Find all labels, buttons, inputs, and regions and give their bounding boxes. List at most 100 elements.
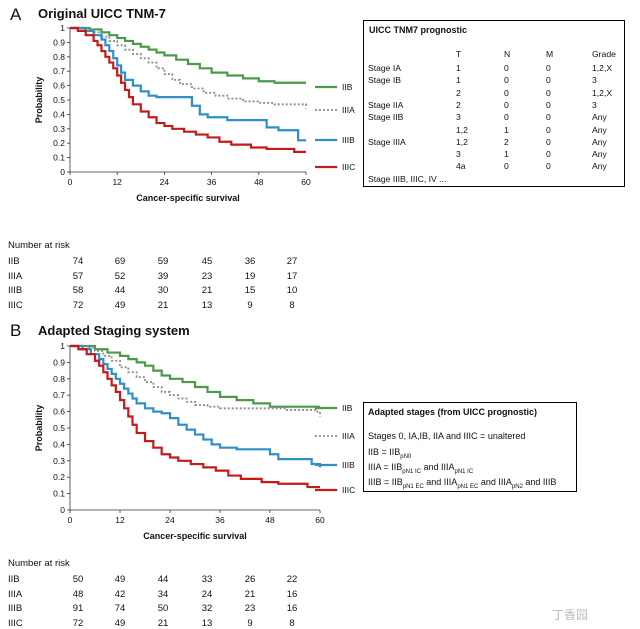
y-tick-label-b: 0.4 bbox=[53, 439, 65, 449]
adapted-line-iib-sub: pN0 bbox=[400, 453, 412, 460]
y-tick-label-a: 0.3 bbox=[53, 124, 65, 134]
risk-cell: 10 bbox=[286, 285, 298, 296]
x-tick-label-b: 12 bbox=[115, 515, 125, 525]
tnm-t: 4a bbox=[456, 161, 466, 172]
y-tick-label-a: 0.6 bbox=[53, 81, 65, 91]
risk-cell: 74 bbox=[72, 256, 84, 267]
km-curve-iiic-a bbox=[70, 26, 306, 153]
risk-row-label: IIIB bbox=[8, 603, 23, 614]
tnm-header: N bbox=[504, 49, 511, 59]
km-curve-iib-b bbox=[70, 344, 320, 408]
tnm-n: 0 bbox=[504, 99, 509, 110]
tnm-grade: 3 bbox=[592, 99, 597, 110]
risk-cell: 8 bbox=[289, 617, 295, 629]
y-tick-label-b: 0.1 bbox=[53, 489, 65, 499]
risk-cell: 52 bbox=[114, 270, 126, 282]
risk-cell: 57 bbox=[72, 270, 84, 282]
risk-cell: 9 bbox=[247, 617, 253, 629]
risk-row-label: IIB bbox=[8, 256, 20, 267]
risk-cell: 17 bbox=[286, 270, 298, 282]
tnm-n: 0 bbox=[504, 161, 509, 172]
y-tick-label-a: 0.2 bbox=[53, 138, 65, 148]
legend-label-iib-b: IIB bbox=[342, 403, 353, 413]
adapted-line-iiia-a-sub: pN1 IC bbox=[402, 468, 421, 475]
x-tick-label-b: 48 bbox=[265, 515, 275, 525]
risk-cell: 21 bbox=[201, 285, 213, 296]
x-tick-label-b: 36 bbox=[215, 515, 225, 525]
y-axis-title-a: Probability bbox=[34, 77, 44, 124]
x-tick-label-a: 0 bbox=[68, 177, 73, 187]
tnm-grade: Any bbox=[592, 161, 607, 172]
risk-cell: 44 bbox=[157, 574, 169, 585]
adapted-line-iiib: IIIB = IIBpN1 EC and IIIApN1 EC and IIIA… bbox=[368, 477, 556, 490]
tnm-n: 0 bbox=[504, 63, 509, 73]
tnm-header: Grade bbox=[592, 49, 616, 59]
risk-cell: 36 bbox=[244, 256, 256, 267]
y-tick-label-b: 0 bbox=[60, 505, 65, 515]
risk-cell: 21 bbox=[157, 299, 169, 311]
x-tick-label-b: 0 bbox=[68, 515, 73, 525]
tnm-t: 3 bbox=[456, 112, 461, 123]
adapted-line-iiia-b-sub: pN1 IC bbox=[454, 468, 474, 475]
risk-row-label: IIIA bbox=[8, 270, 23, 282]
risk-cell: 13 bbox=[201, 617, 213, 629]
y-axis-title-b: Probability bbox=[34, 405, 44, 452]
tnm-t: 1,2 bbox=[456, 136, 468, 147]
adapted-line-unaltered: Stages 0, IA,IB, IIA and IIIC = unaltere… bbox=[368, 431, 526, 441]
km-curve-iib-a bbox=[70, 26, 306, 84]
tnm-m: 0 bbox=[546, 136, 551, 147]
tnm-m: 0 bbox=[546, 124, 551, 135]
tnm-n: 0 bbox=[504, 75, 509, 86]
risk-cell: 69 bbox=[114, 256, 126, 267]
risk-cell: 48 bbox=[72, 588, 84, 600]
adapted-line-iiib-a: IIIB = IIB bbox=[368, 477, 403, 487]
tnm-m: 0 bbox=[546, 112, 551, 123]
adapted-box-title: Adapted stages (from UICC prognostic) bbox=[368, 407, 538, 417]
risk-row-label: IIIA bbox=[8, 588, 23, 600]
adapted-line-iib: IIB = IIBpN0 bbox=[368, 447, 411, 460]
tnm-stage: Stage IIA bbox=[368, 99, 404, 110]
legend-label-iib-a: IIB bbox=[342, 82, 353, 92]
risk-cell: 91 bbox=[72, 603, 84, 614]
risk-cell: 24 bbox=[201, 588, 213, 600]
y-tick-label-b: 1 bbox=[60, 341, 65, 351]
tnm-t: 2 bbox=[456, 87, 461, 98]
adapted-line-iiia-a: IIIA = IIB bbox=[368, 462, 403, 472]
risk-row-label: IIIC bbox=[8, 299, 23, 311]
tnm-m: 0 bbox=[546, 87, 551, 98]
risk-cell: 21 bbox=[244, 588, 256, 600]
y-tick-label-a: 1 bbox=[60, 23, 65, 33]
risk-cell: 22 bbox=[286, 574, 298, 585]
tnm-t: 1 bbox=[456, 75, 461, 86]
tnm-box-title: UICC TNM7 prognostic bbox=[369, 25, 467, 35]
tnm-header: M bbox=[546, 49, 554, 59]
risk-cell: 19 bbox=[244, 270, 256, 282]
adapted-line-iiib-c-sub: pN2 bbox=[511, 483, 523, 490]
km-chart-a: 0 0.1 0.2 0.3 0.4 0.5 0.6 0.7 0.8 0.9 1 0 12 24 36 48 60… bbox=[34, 23, 355, 203]
risk-cell: 72 bbox=[72, 617, 84, 629]
risk-cell: 34 bbox=[157, 588, 169, 600]
y-tick-label-b: 0.9 bbox=[53, 357, 65, 367]
risk-cell: 32 bbox=[201, 603, 213, 614]
adapted-line-iiib-d: and IIIB bbox=[522, 477, 557, 487]
risk-title-b: Number at risk bbox=[8, 558, 70, 569]
panel-letter-b: B bbox=[10, 321, 22, 340]
y-tick-label-b: 0.7 bbox=[53, 390, 65, 400]
adapted-legend-box: Adapted stages (from UICC prognostic) St… bbox=[363, 402, 577, 492]
tnm-grade: 3 bbox=[592, 75, 597, 86]
tnm-t: 3 bbox=[456, 149, 461, 160]
tnm-grade: Any bbox=[592, 124, 607, 135]
adapted-line-iiib-c: and IIIA bbox=[478, 477, 512, 487]
x-tick-label-a: 24 bbox=[160, 177, 170, 187]
tnm-n: 1 bbox=[504, 124, 509, 135]
y-tick-label-a: 0.9 bbox=[53, 37, 65, 47]
km-chart-b: 0 0.1 0.2 0.3 0.4 0.5 0.6 0.7 0.8 0.9 1 0 12 24 36 48 60… bbox=[34, 341, 355, 541]
tnm-grade: Any bbox=[592, 136, 607, 147]
x-tick-label-a: 60 bbox=[301, 177, 311, 187]
y-tick-label-a: 0.1 bbox=[53, 153, 65, 163]
tnm-stage: Stage IB bbox=[368, 75, 401, 86]
y-tick-label-b: 0.6 bbox=[53, 407, 65, 417]
adapted-line-iiib-b: and IIIA bbox=[423, 477, 458, 487]
risk-cell: 15 bbox=[244, 285, 256, 296]
tnm-t: 1 bbox=[456, 63, 461, 73]
